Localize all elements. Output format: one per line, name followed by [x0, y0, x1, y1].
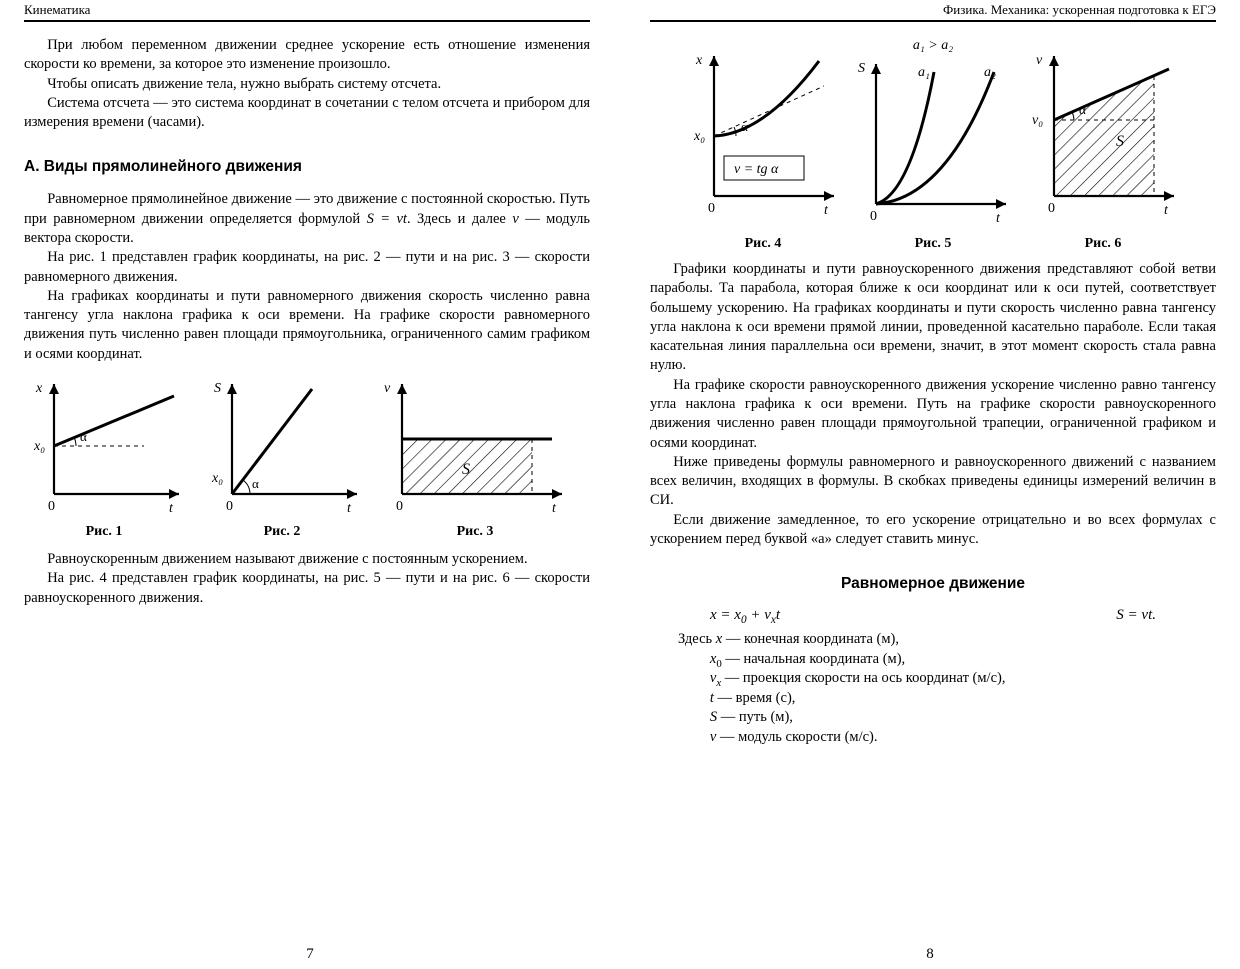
- fig3-ylabel: v: [384, 381, 391, 396]
- left-p4: Равномерное прямолинейное движение — это…: [24, 190, 590, 248]
- def-1: x0 — начальная координата (м),: [724, 650, 1216, 670]
- fig4: 0 t x x₀ α v = tg α: [686, 36, 841, 252]
- fig6-alpha: α: [1079, 102, 1086, 117]
- right-p1: Графики координаты и пути равноускоренно…: [650, 260, 1216, 376]
- fig6-area: S: [1116, 133, 1124, 150]
- fig3-caption: Рис. 3: [457, 524, 494, 540]
- def-2: vx — проекция скорости на ось координат …: [724, 669, 1216, 689]
- heading-b: Равномерное движение: [650, 575, 1216, 593]
- fig2-ylabel: S: [214, 381, 221, 396]
- right-p3: Ниже приведены формулы равномерного и ра…: [650, 453, 1216, 511]
- fig1: x₀ 0 t x α Рис. 1: [24, 374, 184, 540]
- left-p3: Система отсчета — это система координат …: [24, 94, 590, 133]
- fig1-origin: 0: [48, 499, 55, 514]
- two-page-spread: Кинематика При любом переменном движении…: [0, 0, 1240, 969]
- left-p7: Равноускоренным движением называют движе…: [24, 550, 590, 569]
- right-p4: Если движение замедленное, то его ускоре…: [650, 511, 1216, 550]
- fig5-a2: a₂: [984, 65, 996, 80]
- page-right: Физика. Механика: ускоренная подготовка …: [620, 0, 1240, 969]
- running-head-left: Кинематика: [24, 0, 590, 22]
- fig2-x0-label: x₀: [211, 471, 223, 486]
- defs-block: Здесь x — конечная координата (м), x0 — …: [678, 630, 1216, 747]
- formula-right: S = vt.: [1116, 607, 1156, 624]
- fig6-xlabel: t: [1164, 203, 1169, 218]
- formula-left: x = x0 + vxt: [710, 607, 780, 624]
- formulas-uniform: x = x0 + vxt S = vt.: [710, 607, 1216, 624]
- fig-row-4to6: 0 t x x₀ α v = tg α: [650, 36, 1216, 252]
- fig3: 0 t v S Рис. 3: [380, 374, 570, 540]
- running-head-right-text: Физика. Механика: ускоренная подготовка …: [943, 2, 1216, 18]
- fig5: a₁ > a₂ 0 t S a₁: [851, 38, 1016, 252]
- heading-a: А. Виды прямолинейного движения: [24, 158, 590, 176]
- left-p5: На рис. 1 представлен график координаты,…: [24, 248, 590, 287]
- fig5-svg: 0 t S a₁ a₂: [851, 56, 1016, 226]
- fig1-xlabel: t: [169, 501, 174, 514]
- page-number-right: 8: [926, 946, 934, 963]
- left-p6: На графиках координаты и пути равномерно…: [24, 287, 590, 364]
- running-head-right: Физика. Механика: ускоренная подготовка …: [650, 0, 1216, 22]
- fig2: x₀ 0 t S α Рис. 2: [202, 374, 362, 540]
- fig3-xlabel: t: [552, 501, 557, 514]
- fig3-origin: 0: [396, 499, 403, 514]
- fig4-alpha: α: [741, 119, 748, 134]
- fig2-svg: x₀ 0 t S α: [202, 374, 362, 514]
- fig6: 0 t v v₀ α: [1026, 36, 1181, 252]
- fig4-ylabel: x: [695, 53, 703, 68]
- fig5-caption: Рис. 5: [915, 236, 952, 252]
- fig6-svg: 0 t v v₀ α: [1026, 36, 1181, 226]
- fig5-ylabel: S: [858, 61, 865, 76]
- fig6-origin: 0: [1048, 201, 1055, 216]
- fig1-svg: x₀ 0 t x α: [24, 374, 184, 514]
- running-head-left-text: Кинематика: [24, 2, 90, 18]
- left-p1: При любом переменном движении среднее ус…: [24, 36, 590, 75]
- fig5-xlabel: t: [996, 211, 1001, 226]
- fig4-origin: 0: [708, 201, 715, 216]
- fig5-a1: a₁: [918, 65, 930, 80]
- fig6-caption: Рис. 6: [1085, 236, 1122, 252]
- page-number-left: 7: [306, 946, 314, 963]
- def-4: S — путь (м),: [724, 708, 1216, 728]
- fig4-xlabel: t: [824, 203, 829, 218]
- fig2-xlabel: t: [347, 501, 352, 514]
- defs-intro: Здесь x — конечная координата (м),: [678, 630, 1216, 650]
- def-5: v — модуль скорости (м/с).: [724, 728, 1216, 748]
- fig1-caption: Рис. 1: [86, 524, 123, 540]
- fig5-header: a₁ > a₂: [913, 38, 953, 54]
- fig2-origin: 0: [226, 499, 233, 514]
- fig1-ylabel: x: [35, 381, 43, 396]
- fig4-note: v = tg α: [734, 162, 779, 177]
- def-3: t — время (с),: [724, 689, 1216, 709]
- fig6-v0: v₀: [1032, 113, 1043, 128]
- fig-row-1to3: x₀ 0 t x α Рис. 1: [24, 374, 590, 540]
- fig1-alpha: α: [80, 429, 87, 444]
- fig2-alpha: α: [252, 476, 259, 491]
- page-left: Кинематика При любом переменном движении…: [0, 0, 620, 969]
- fig3-svg: 0 t v S: [380, 374, 570, 514]
- fig3-area-label: S: [462, 461, 470, 478]
- left-p8: На рис. 4 представлен график координаты,…: [24, 569, 590, 608]
- fig6-ylabel: v: [1036, 53, 1043, 68]
- fig5-origin: 0: [870, 209, 877, 224]
- fig4-svg: 0 t x x₀ α v = tg α: [686, 36, 841, 226]
- fig1-x0-label: x₀: [33, 439, 45, 454]
- fig2-caption: Рис. 2: [264, 524, 301, 540]
- left-p2: Чтобы описать движение тела, нужно выбра…: [24, 75, 590, 94]
- right-p2: На графике скорости равноускоренного дви…: [650, 376, 1216, 453]
- fig4-caption: Рис. 4: [745, 236, 782, 252]
- fig4-x0: x₀: [693, 129, 705, 144]
